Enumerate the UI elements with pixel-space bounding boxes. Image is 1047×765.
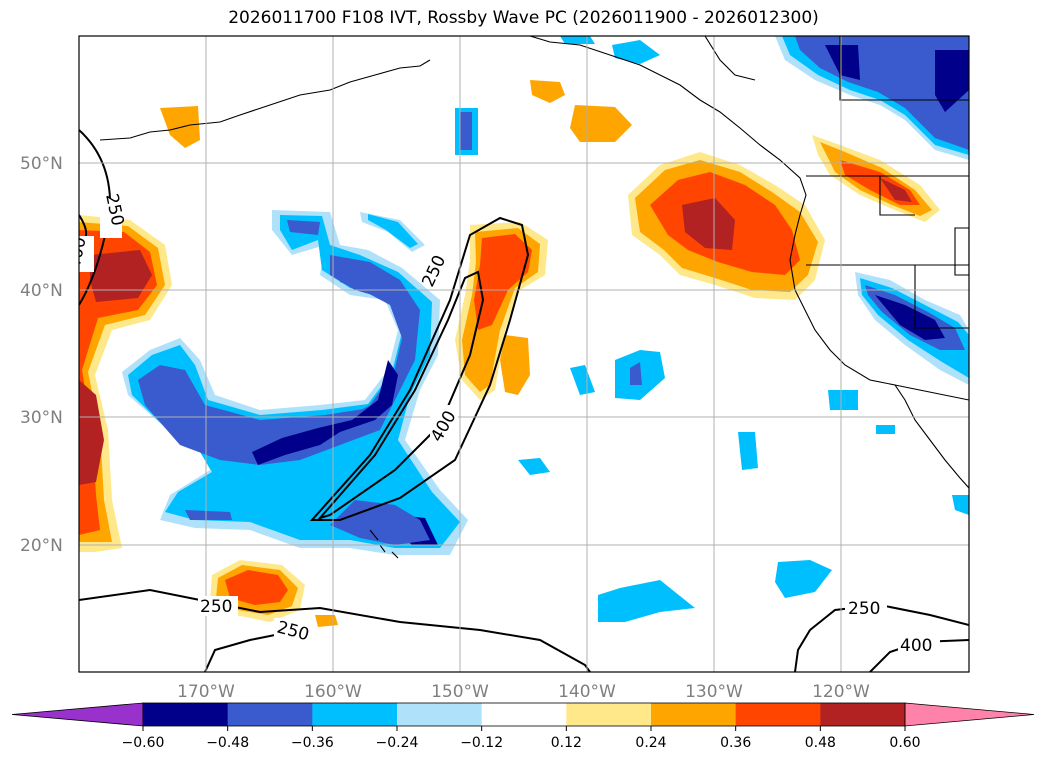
lon-label: 170°W <box>177 682 235 702</box>
lon-label: 140°W <box>558 682 616 702</box>
colorbar-segment <box>481 703 567 726</box>
colorbar-segment <box>143 703 229 726</box>
colorbar-segment <box>397 703 483 726</box>
contour-label: 250 <box>200 597 232 617</box>
warm-anomaly-streak <box>160 80 632 400</box>
map-frame <box>78 35 970 673</box>
map-title: 2026011700 F108 IVT, Rossby Wave PC (202… <box>228 8 819 28</box>
colorbar-tick-label: −0.60 <box>122 735 165 751</box>
colorbar-tick-label: 0.12 <box>551 735 582 751</box>
colorbar-segment <box>735 703 821 726</box>
colorbar-segment <box>820 703 906 726</box>
colorbar-segment <box>227 703 313 726</box>
colorbar-segment <box>312 703 398 726</box>
colorbar-extend-low <box>11 702 144 727</box>
colorbar-tick-label: 0.60 <box>889 735 920 751</box>
colorbar-tick-label: −0.24 <box>376 735 419 751</box>
cold-anomaly-arc <box>122 210 468 555</box>
lat-label: 20°N <box>20 536 63 556</box>
contour-label: 250 <box>848 599 880 619</box>
colorbar-tick-label: 0.24 <box>635 735 666 751</box>
colorbar-tick-label: −0.36 <box>291 735 334 751</box>
lon-label: 130°W <box>685 682 743 702</box>
graticule <box>79 36 969 672</box>
lon-label: 120°W <box>812 682 870 702</box>
coastlines <box>99 36 969 559</box>
colorbar-tick-label: −0.12 <box>460 735 503 751</box>
cold-anomaly-patches <box>455 36 969 622</box>
colorbar-outline <box>142 702 906 727</box>
lat-label: 50°N <box>20 154 63 174</box>
colorbar-tick-label: 0.36 <box>720 735 751 751</box>
map-panel: 250 400 250 400 250 250 250 400 <box>64 36 969 672</box>
colorbar-segment <box>566 703 652 726</box>
longitude-labels: 170°W 160°W 150°W 140°W 130°W 120°W <box>177 682 870 702</box>
contour-label: 400 <box>900 636 932 656</box>
lat-label: 30°N <box>20 408 63 428</box>
contour-labels: 250 400 250 400 250 250 250 400 <box>64 192 940 656</box>
colorbar: −0.60 −0.48 −0.36 −0.24 −0.12 0.12 0.24 0.36 0.4… <box>11 702 1035 751</box>
colorbar-tick-label: −0.48 <box>206 735 249 751</box>
contour-label: 400 <box>64 235 90 271</box>
lon-label: 160°W <box>304 682 362 702</box>
lat-label: 40°N <box>20 281 63 301</box>
latitude-labels: 50°N 40°N 30°N 20°N <box>20 154 63 556</box>
warm-anomaly-west-edge <box>79 215 172 552</box>
colorbar-extend-high <box>904 702 1035 727</box>
colorbar-tick-label: 0.48 <box>805 735 836 751</box>
warm-anomaly-south <box>210 560 338 627</box>
colorbar-segment <box>651 703 737 726</box>
lon-label: 150°W <box>431 682 489 702</box>
